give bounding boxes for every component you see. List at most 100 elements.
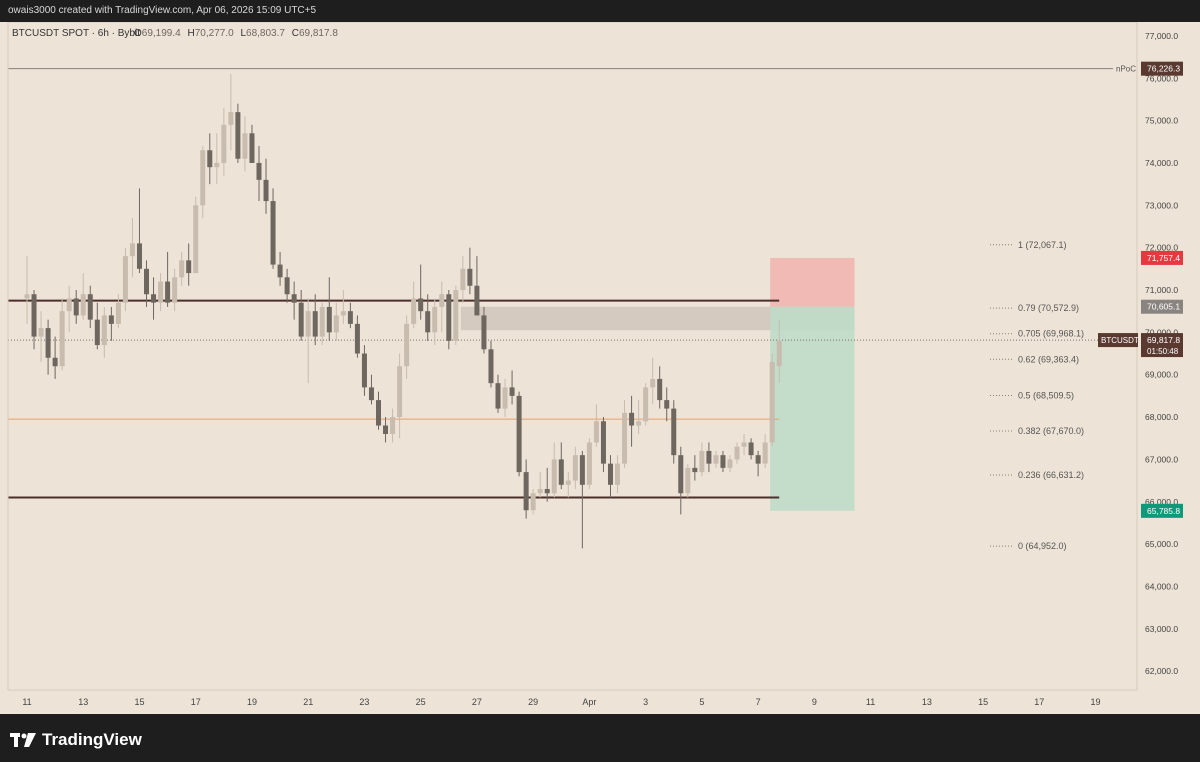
candle-body [713, 455, 719, 464]
candle-body [59, 311, 65, 367]
candle-body [214, 162, 220, 168]
x-tick-label: 25 [416, 697, 426, 707]
candle-body [94, 319, 100, 346]
candle-body [643, 387, 649, 422]
candle-body [657, 378, 663, 401]
footer: TradingView [0, 714, 1200, 762]
price-label: 71,757.4 [1147, 253, 1180, 263]
price-label-bg [1141, 250, 1183, 265]
x-tick-label: 17 [191, 697, 201, 707]
candle-body [516, 395, 522, 473]
candle-body [158, 281, 164, 303]
last-price-label: 69,817.8 [1147, 335, 1180, 345]
x-tick-label: 29 [528, 697, 538, 707]
ohlc-low-value: 68,803.7 [246, 28, 285, 39]
candle-body [755, 455, 761, 464]
candle-body [537, 489, 543, 494]
candle-body [45, 328, 51, 358]
target-zone [770, 306, 855, 511]
x-tick-label: 3 [643, 697, 648, 707]
candle-body [629, 412, 635, 426]
x-tick-label: 19 [1091, 697, 1101, 707]
y-tick-label: 63,000.0 [1145, 624, 1178, 634]
candle-body [186, 260, 192, 274]
x-tick-label: 19 [247, 697, 257, 707]
y-tick-label: 69,000.0 [1145, 370, 1178, 380]
ohlc-open-label: O [134, 28, 142, 39]
candle-body [418, 298, 424, 312]
symbol-title: BTCUSDT SPOT · 6h · Bybit [12, 28, 140, 39]
candle-body [277, 264, 283, 278]
candle-body [361, 353, 367, 388]
candle-body [235, 112, 241, 159]
candle-body [572, 455, 578, 481]
candle-body [636, 421, 642, 426]
candle-body [769, 361, 775, 443]
candle-body [305, 311, 311, 337]
candle-body [404, 323, 410, 367]
y-tick-label: 76,000.0 [1145, 73, 1178, 83]
y-tick-label: 62,000.0 [1145, 666, 1178, 676]
candle-body [319, 306, 325, 337]
candle-body [397, 366, 403, 418]
fib-level-label: 0.5 (68,509.5) [1018, 390, 1074, 400]
candle-body [727, 459, 733, 468]
candle-body [179, 260, 185, 278]
symbol-tag: BTCUSDT [1101, 336, 1139, 345]
candle-body [474, 285, 480, 316]
candle-body [165, 281, 171, 303]
y-tick-label: 73,000.0 [1145, 200, 1178, 210]
candle-body [734, 446, 740, 460]
ohlc-readout: O69,199.4 H70,277.0 L68,803.7 C69,817.8 [134, 28, 338, 39]
candle-body [66, 298, 72, 312]
candle-body [523, 472, 529, 511]
chart-frame[interactable]: nPoC 1 (72,067.1) 0.79 (70,572.9) 0.705 (6… [0, 22, 1200, 714]
price-label: 65,785.8 [1147, 506, 1180, 516]
candle-body [354, 323, 360, 354]
candle-body [565, 480, 571, 485]
tradingview-logo[interactable]: TradingView [10, 730, 142, 750]
candle-body [453, 290, 459, 341]
candle-body [31, 294, 37, 337]
candle-body [460, 268, 466, 290]
candle-body [144, 268, 150, 295]
candle-body [24, 294, 30, 299]
candle-body [73, 298, 79, 316]
candle-body [446, 294, 452, 341]
top-bar: owais3000 created with TradingView.com, … [0, 0, 1200, 22]
candle-body [776, 340, 782, 367]
candle-body [333, 315, 339, 333]
candle-body [509, 387, 515, 396]
x-tick-label: 13 [78, 697, 88, 707]
x-tick-label: Apr [582, 697, 596, 707]
tradingview-logo-icon [10, 733, 36, 747]
x-tick-label: 23 [359, 697, 369, 707]
candle-body [671, 408, 677, 456]
candle-body [256, 162, 262, 180]
fib-level-label: 0.79 (70,572.9) [1018, 303, 1079, 313]
candle-body [488, 349, 494, 384]
plot-border [7, 22, 1138, 691]
tradingview-brand: TradingView [42, 730, 142, 749]
candle-body [530, 493, 536, 511]
ohlc-high-label: H [188, 28, 195, 39]
candle-body [720, 455, 726, 468]
candle-body [312, 311, 318, 337]
candle-body [87, 294, 93, 320]
candle-body [551, 459, 557, 494]
candle-body [411, 298, 417, 324]
fib-level-label: 0.382 (67,670.0) [1018, 426, 1084, 436]
supply-zone [460, 306, 855, 331]
candle-body [368, 387, 374, 401]
price-chart[interactable]: nPoC 1 (72,067.1) 0.79 (70,572.9) 0.705 (6… [0, 22, 1200, 714]
candle-body [115, 302, 121, 324]
x-tick-label: 7 [756, 697, 761, 707]
candle-body [136, 243, 142, 269]
y-tick-label: 67,000.0 [1145, 454, 1178, 464]
candle-body [376, 400, 381, 426]
candle-body [467, 268, 473, 286]
x-tick-label: 5 [699, 697, 704, 707]
x-tick-label: 15 [134, 697, 144, 707]
candle-body [692, 467, 698, 473]
candle-body [685, 467, 691, 494]
